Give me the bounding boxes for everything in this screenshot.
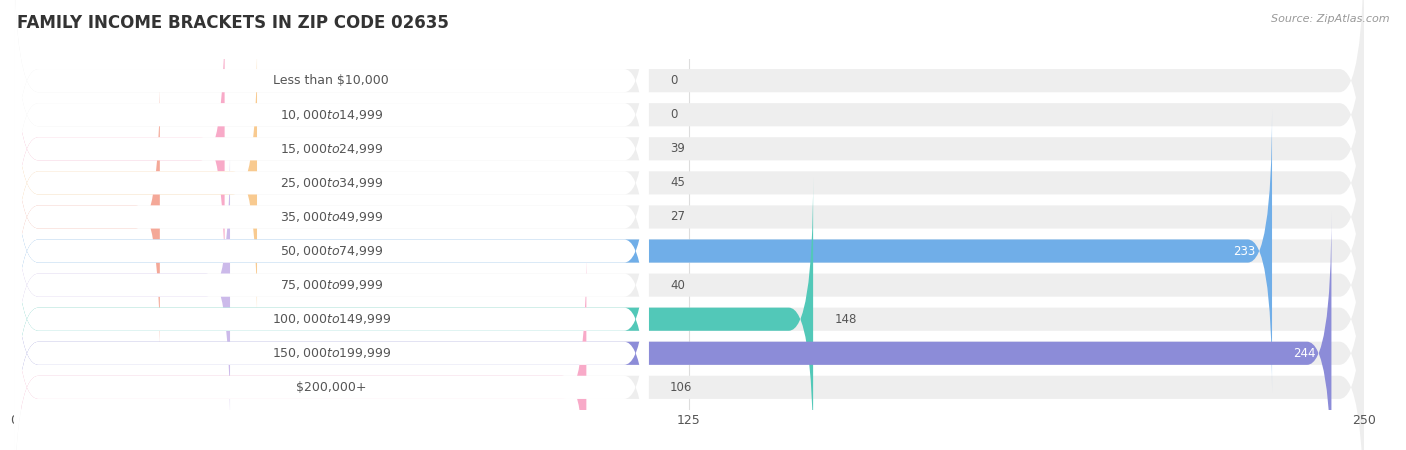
Text: 40: 40 — [671, 279, 685, 292]
FancyBboxPatch shape — [14, 41, 257, 324]
Text: FAMILY INCOME BRACKETS IN ZIP CODE 02635: FAMILY INCOME BRACKETS IN ZIP CODE 02635 — [17, 14, 449, 32]
Text: 148: 148 — [835, 313, 858, 326]
FancyBboxPatch shape — [14, 177, 813, 450]
FancyBboxPatch shape — [14, 246, 648, 450]
Text: 244: 244 — [1292, 347, 1315, 360]
Text: $50,000 to $74,999: $50,000 to $74,999 — [280, 244, 382, 258]
FancyBboxPatch shape — [14, 246, 586, 450]
FancyBboxPatch shape — [14, 7, 225, 291]
Text: 39: 39 — [671, 142, 685, 155]
Text: $25,000 to $34,999: $25,000 to $34,999 — [280, 176, 382, 190]
Text: $35,000 to $49,999: $35,000 to $49,999 — [280, 210, 382, 224]
Text: $150,000 to $199,999: $150,000 to $199,999 — [271, 346, 391, 360]
Text: 0: 0 — [671, 108, 678, 121]
FancyBboxPatch shape — [14, 7, 1364, 291]
FancyBboxPatch shape — [14, 7, 648, 291]
FancyBboxPatch shape — [14, 0, 1364, 256]
FancyBboxPatch shape — [14, 0, 648, 222]
FancyBboxPatch shape — [14, 246, 1364, 450]
FancyBboxPatch shape — [14, 41, 648, 324]
FancyBboxPatch shape — [14, 109, 1364, 393]
FancyBboxPatch shape — [14, 177, 1364, 450]
FancyBboxPatch shape — [14, 109, 648, 393]
Text: 233: 233 — [1233, 244, 1256, 257]
FancyBboxPatch shape — [14, 41, 1364, 324]
Text: Source: ZipAtlas.com: Source: ZipAtlas.com — [1271, 14, 1389, 23]
Text: Less than $10,000: Less than $10,000 — [273, 74, 389, 87]
FancyBboxPatch shape — [14, 212, 1331, 450]
Text: $15,000 to $24,999: $15,000 to $24,999 — [280, 142, 382, 156]
FancyBboxPatch shape — [14, 144, 1364, 427]
Text: $200,000+: $200,000+ — [297, 381, 367, 394]
Text: $100,000 to $149,999: $100,000 to $149,999 — [271, 312, 391, 326]
Text: 0: 0 — [671, 74, 678, 87]
FancyBboxPatch shape — [14, 0, 1364, 222]
FancyBboxPatch shape — [14, 212, 1364, 450]
Text: 106: 106 — [671, 381, 692, 394]
FancyBboxPatch shape — [14, 144, 648, 427]
FancyBboxPatch shape — [14, 75, 1364, 359]
Text: $10,000 to $14,999: $10,000 to $14,999 — [280, 108, 382, 122]
FancyBboxPatch shape — [14, 144, 231, 427]
FancyBboxPatch shape — [14, 75, 160, 359]
FancyBboxPatch shape — [14, 0, 648, 256]
Text: 27: 27 — [671, 211, 685, 224]
FancyBboxPatch shape — [14, 212, 648, 450]
Text: $75,000 to $99,999: $75,000 to $99,999 — [280, 278, 382, 292]
Text: 45: 45 — [671, 176, 685, 189]
FancyBboxPatch shape — [14, 75, 648, 359]
FancyBboxPatch shape — [14, 177, 648, 450]
FancyBboxPatch shape — [14, 109, 1272, 393]
